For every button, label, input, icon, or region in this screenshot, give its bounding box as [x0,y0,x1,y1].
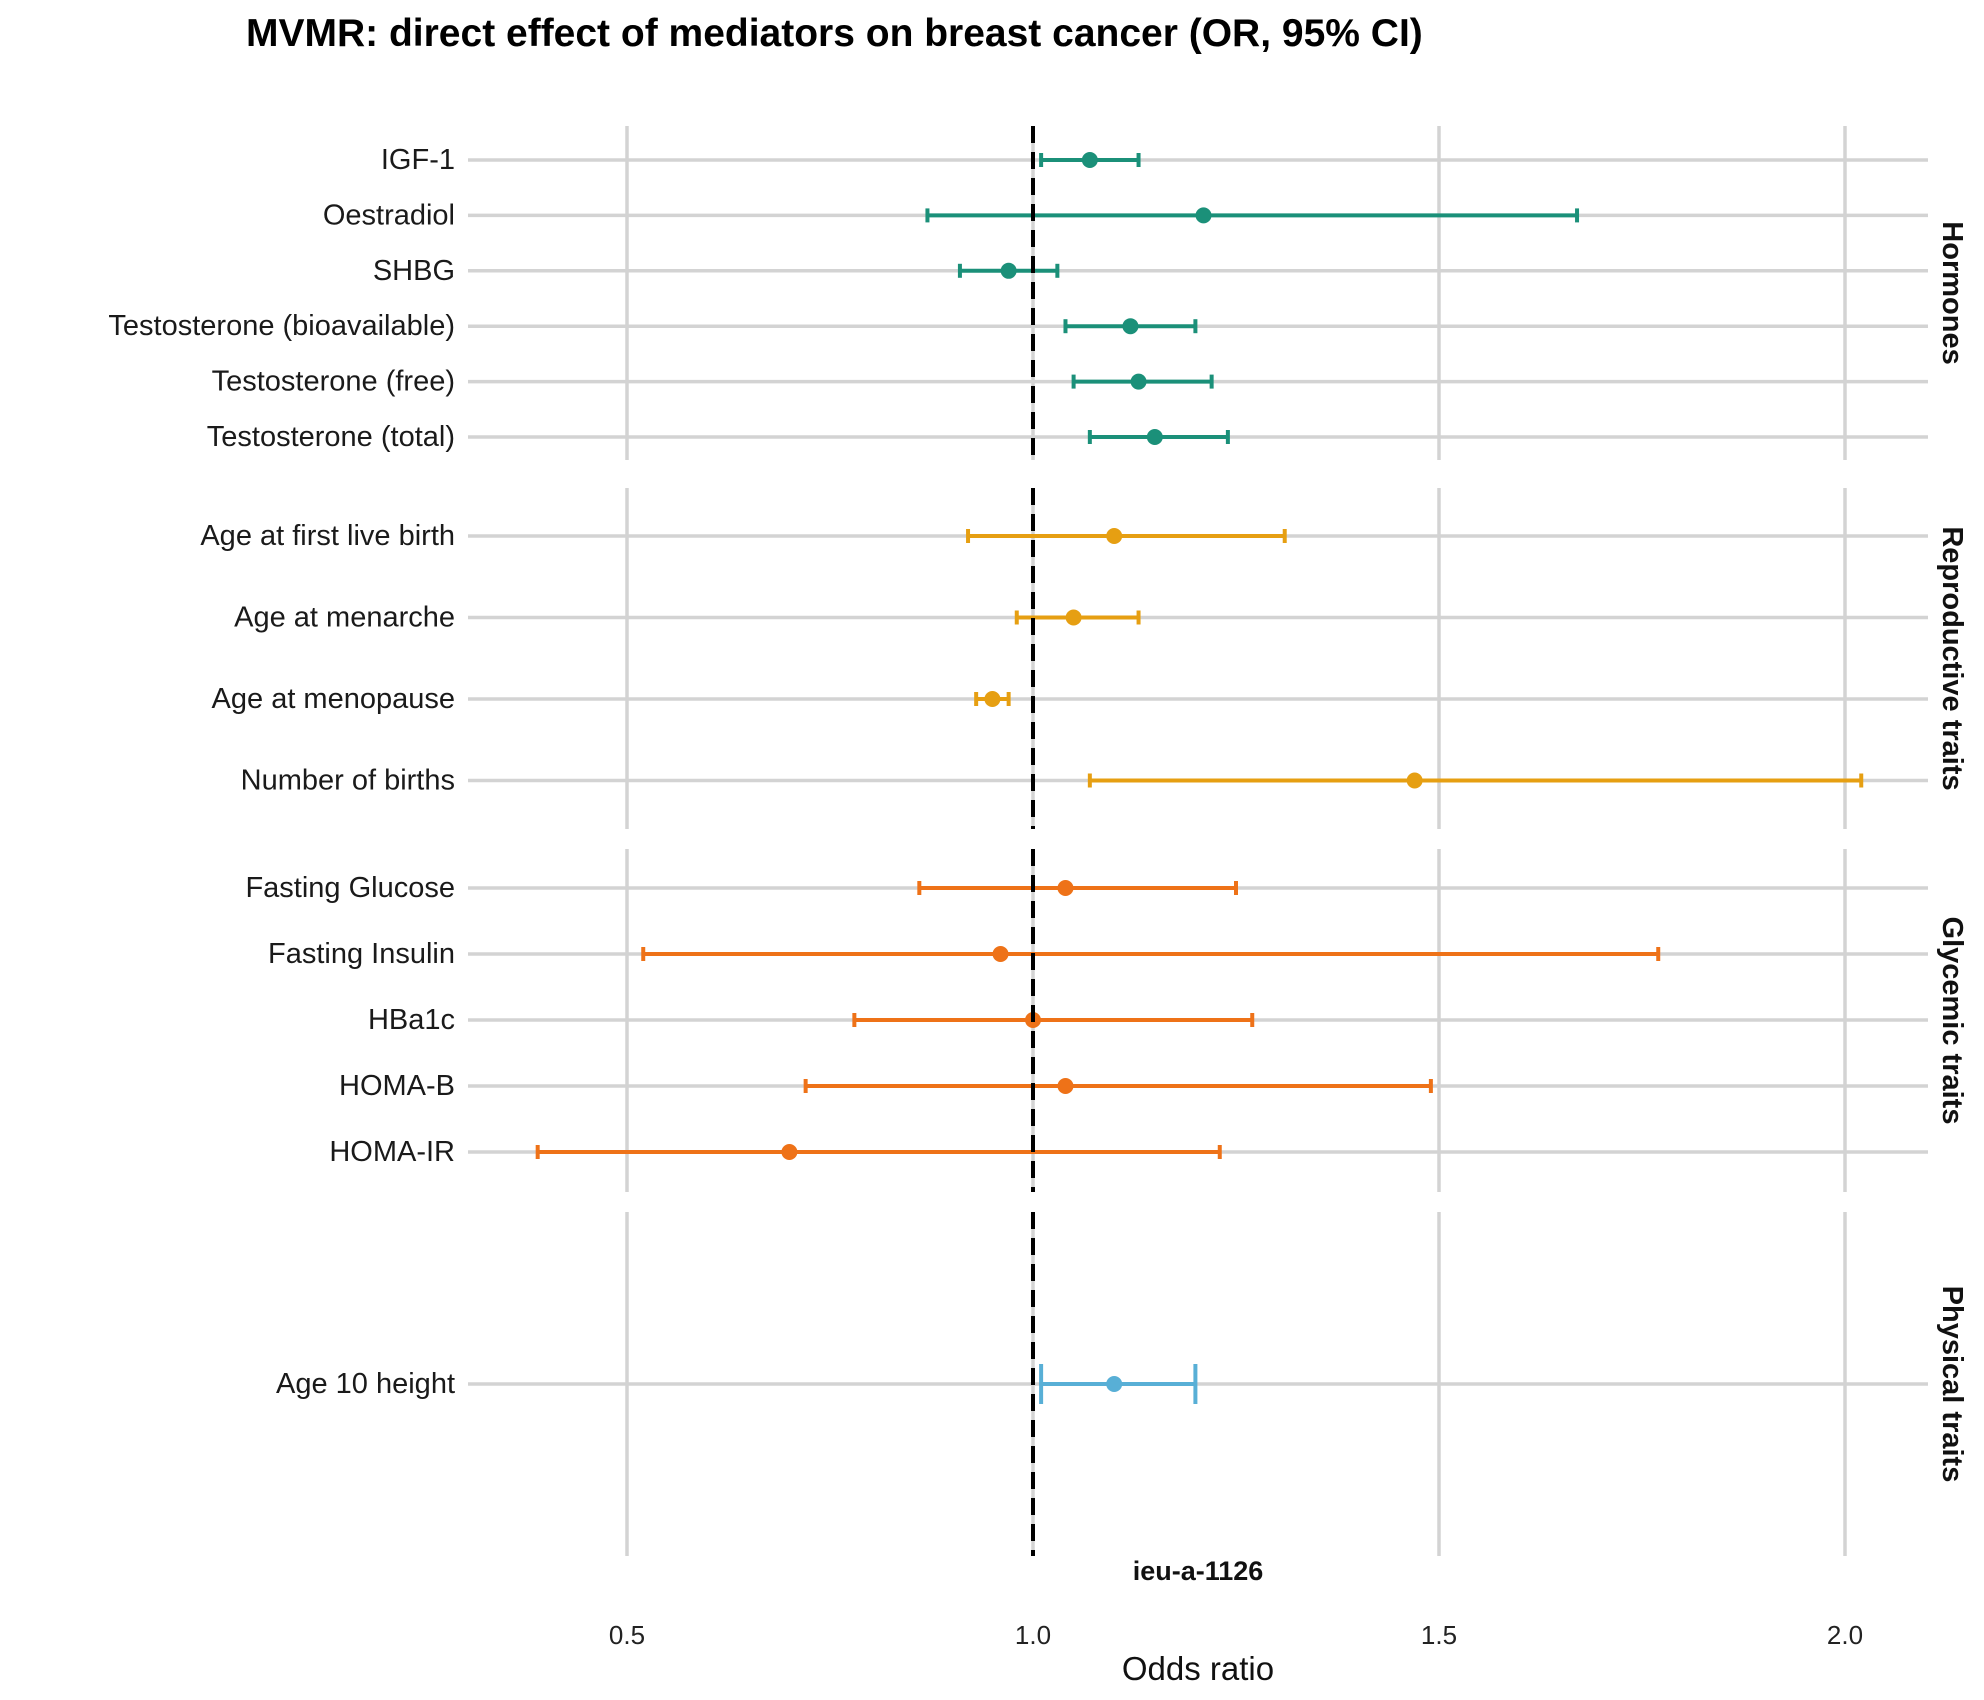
panel-reproductive-traits: Reproductive traits Age at first live bir… [200,488,1968,829]
point-estimate [984,691,1001,707]
x-tick-label: 2.0 [1827,1620,1863,1650]
chart-caption: ieu-a-1126 [1133,1556,1264,1586]
x-axis-title: Odds ratio [1122,1650,1274,1687]
row-label: Oestradiol [323,199,455,231]
point-estimate [1065,609,1082,626]
point-estimate [1057,1078,1074,1094]
x-axis: 0.5 1.0 1.5 2.0 [609,1620,1863,1650]
panels-layer: Hormones IGF-1 Oestradiol SHBG Testosterone … [108,126,1968,1556]
row-label: Testosterone (total) [207,421,455,453]
point-estimate [1195,207,1212,224]
forest-row: Number of births [241,765,1928,797]
row-label: Fasting Glucose [245,872,455,904]
row-label: Age 10 height [276,1368,455,1400]
panel-hormones: Hormones IGF-1 Oestradiol SHBG Testosterone … [108,126,1968,460]
point-estimate [1406,772,1423,789]
x-tick-label: 0.5 [609,1620,645,1650]
facet-strip-label: Glycemic traits [1936,917,1968,1125]
point-estimate [1057,880,1074,896]
panel-physical-traits: Physical traits Age 10 height [276,1212,1968,1556]
row-label: Age at first live birth [200,520,455,552]
point-estimate [1122,318,1139,335]
forest-row: Testosterone (bioavailable) [108,310,1928,342]
row-label: Age at menarche [234,602,455,634]
forest-row: HOMA-IR [329,1136,1928,1168]
chart-title: MVMR: direct effect of mediators on brea… [246,12,1423,55]
facet-strip-label: Reproductive traits [1936,526,1968,790]
forest-row: Age at first live birth [200,520,1928,552]
row-label: Testosterone (free) [212,366,455,398]
facet-strip-label: Physical traits [1936,1286,1968,1483]
forest-row: SHBG [373,255,1928,287]
forest-row: Age 10 height [276,1364,1928,1404]
forest-row: HBa1c [368,1004,1928,1036]
row-label: IGF-1 [381,144,455,176]
row-label: HOMA-IR [329,1136,455,1168]
forest-row: IGF-1 [381,144,1928,176]
forest-row: Age at menarche [234,602,1928,634]
row-label: Age at menopause [212,683,455,715]
point-estimate [992,946,1009,962]
forest-row: Fasting Insulin [268,938,1928,970]
point-estimate [1130,373,1147,390]
forest-row: Testosterone (free) [212,366,1928,398]
row-label: Fasting Insulin [268,938,455,970]
facet-strip-label: Hormones [1936,221,1968,364]
point-estimate [1081,152,1098,168]
point-estimate [1146,429,1163,445]
forest-row: HOMA-B [339,1070,1928,1102]
point-estimate [1000,262,1017,279]
forest-row: Fasting Glucose [245,872,1928,904]
forest-row: Age at menopause [212,683,1928,715]
x-tick-label: 1.5 [1421,1620,1457,1650]
row-label: Testosterone (bioavailable) [108,310,455,342]
point-estimate [1106,528,1123,544]
forest-row: Oestradiol [323,199,1928,231]
row-label: SHBG [373,255,455,287]
x-tick-label: 1.0 [1015,1620,1051,1650]
row-label: HBa1c [368,1004,455,1036]
point-estimate [1106,1376,1123,1392]
forest-row: Testosterone (total) [207,421,1928,453]
point-estimate [781,1144,798,1160]
row-label: HOMA-B [339,1070,455,1102]
panel-glycemic-traits: Glycemic traits Fasting Glucose Fasting In… [245,849,1968,1192]
row-label: Number of births [241,765,455,797]
